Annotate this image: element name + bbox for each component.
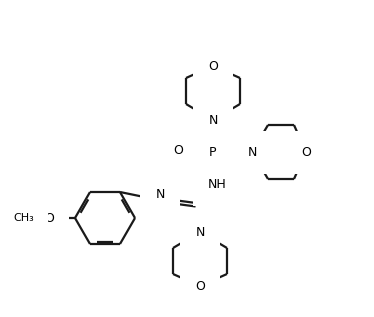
Text: N: N: [208, 113, 218, 126]
Text: N: N: [195, 225, 205, 238]
Text: CH₃: CH₃: [13, 213, 34, 223]
Text: N: N: [247, 146, 257, 158]
Text: O: O: [301, 146, 311, 158]
Text: O: O: [208, 60, 218, 73]
Text: N: N: [155, 189, 165, 202]
Text: O: O: [195, 280, 205, 293]
Text: NH: NH: [208, 178, 226, 191]
Text: P: P: [209, 146, 217, 158]
Text: O: O: [44, 211, 54, 224]
Text: O: O: [173, 144, 183, 157]
